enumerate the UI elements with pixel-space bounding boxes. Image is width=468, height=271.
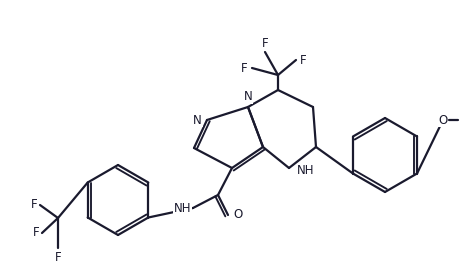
Text: N: N bbox=[244, 90, 252, 103]
Text: O: O bbox=[233, 208, 242, 221]
Text: F: F bbox=[300, 53, 307, 66]
Text: NH: NH bbox=[174, 202, 191, 215]
Text: F: F bbox=[30, 198, 37, 211]
Text: F: F bbox=[32, 227, 39, 240]
Text: F: F bbox=[241, 62, 248, 75]
Text: F: F bbox=[55, 251, 61, 264]
Text: O: O bbox=[439, 114, 447, 127]
Text: F: F bbox=[262, 37, 268, 50]
Text: N: N bbox=[193, 114, 202, 127]
Text: NH: NH bbox=[297, 164, 314, 178]
